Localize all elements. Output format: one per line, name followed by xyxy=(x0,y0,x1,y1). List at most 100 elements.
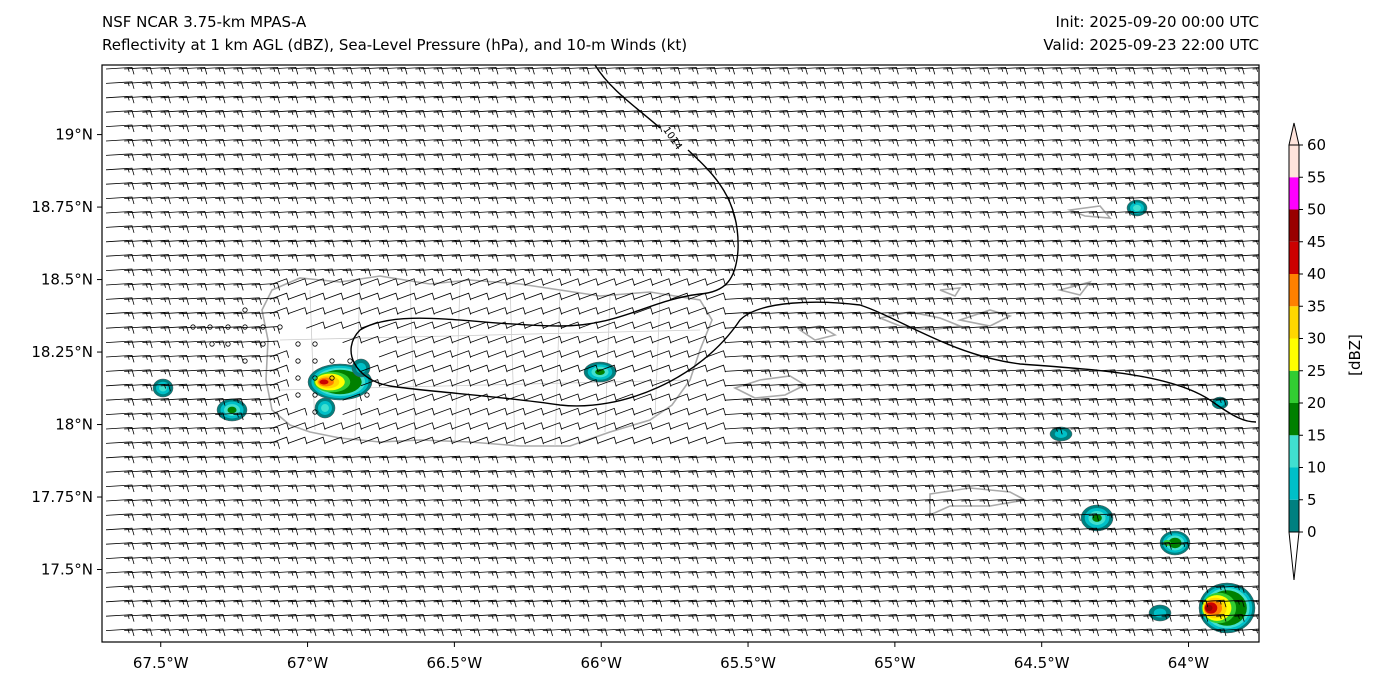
wind-barb xyxy=(488,436,508,445)
wind-barb xyxy=(378,335,399,344)
wind-barb xyxy=(1016,643,1044,650)
colorbar-segment xyxy=(1289,499,1299,532)
wind-barb xyxy=(451,364,472,373)
wind-barb xyxy=(524,422,544,430)
wind-barb xyxy=(1143,643,1171,650)
wind-barb xyxy=(706,278,726,286)
wind-barb xyxy=(378,292,399,301)
wind-barb xyxy=(651,407,672,416)
wind-barb xyxy=(306,422,326,430)
wind-barb xyxy=(597,292,617,301)
wind-barb xyxy=(579,393,599,402)
wind-barb xyxy=(360,335,381,344)
wind-barb xyxy=(433,407,453,416)
wind-barb xyxy=(415,364,435,373)
wind-barb xyxy=(560,292,581,301)
wind-barb xyxy=(524,436,544,445)
wind-barb xyxy=(1125,643,1153,650)
wind-barb xyxy=(579,422,599,430)
wind-barb xyxy=(907,643,935,650)
wind-barb xyxy=(433,393,453,402)
wind-barb xyxy=(560,393,581,402)
wind-barb xyxy=(579,436,599,445)
wind-barb xyxy=(451,278,472,286)
wind-barb xyxy=(542,379,563,387)
wind-barb xyxy=(524,350,544,358)
colorbar-tick-label: 0 xyxy=(1307,523,1317,541)
wind-barb xyxy=(415,278,435,286)
wind-barb xyxy=(579,379,599,387)
wind-barb xyxy=(1216,643,1244,650)
wind-barb xyxy=(488,321,508,330)
wind-barb xyxy=(1052,643,1080,650)
wind-barb xyxy=(615,436,635,445)
lon-tick-label: 65.5°W xyxy=(720,654,776,672)
wind-barb xyxy=(360,422,381,430)
wind-barb xyxy=(688,321,708,330)
wind-barb xyxy=(542,364,563,373)
wind-barb xyxy=(251,426,280,435)
wind-barb xyxy=(560,407,581,416)
wind-barb xyxy=(542,436,563,445)
wind-barb xyxy=(943,643,971,650)
wind-barb xyxy=(524,278,544,286)
wind-barb xyxy=(433,436,453,445)
colorbar-tick-label: 20 xyxy=(1307,394,1326,412)
map-title: NSF NCAR 3.75-km MPAS-A xyxy=(102,13,307,31)
wind-barb xyxy=(415,292,435,301)
wind-barb xyxy=(379,643,407,650)
colorbar-segment xyxy=(1289,177,1299,210)
wind-barb xyxy=(542,407,563,416)
wind-barb xyxy=(360,292,381,301)
wind-barb xyxy=(415,436,435,445)
wind-barb xyxy=(270,643,298,650)
lon-tick-label: 67°W xyxy=(287,654,329,672)
wind-barb xyxy=(633,364,654,373)
wind-barb xyxy=(1034,643,1062,650)
wind-barb xyxy=(834,643,862,650)
wind-barb xyxy=(688,393,708,402)
wind-barb xyxy=(506,379,526,387)
wind-barb xyxy=(433,422,453,430)
colorbar-tick-label: 5 xyxy=(1307,491,1317,509)
wind-barb xyxy=(378,278,399,286)
wind-barb xyxy=(342,292,362,301)
wind-barb xyxy=(560,422,581,430)
reflectivity-cell xyxy=(1054,430,1068,438)
wind-barb xyxy=(560,350,581,358)
wind-barb xyxy=(342,321,362,330)
wind-barb xyxy=(452,643,480,650)
colorbar-segment xyxy=(1289,338,1299,371)
wind-barb xyxy=(579,307,599,315)
wind-barb xyxy=(633,321,654,330)
wind-barb xyxy=(469,350,490,358)
wind-barb xyxy=(706,407,726,416)
wind-barb xyxy=(597,321,617,330)
wind-barb xyxy=(197,643,225,650)
wind-barb xyxy=(306,436,326,445)
reflectivity-cell xyxy=(1092,514,1102,522)
colorbar-segment xyxy=(1289,145,1299,178)
wind-barb xyxy=(488,379,508,387)
wind-barb xyxy=(378,393,399,402)
wind-barb xyxy=(506,643,534,650)
wind-barb xyxy=(633,422,654,430)
wind-barb xyxy=(360,364,381,373)
colorbar-tick-label: 50 xyxy=(1307,201,1326,219)
wind-barb xyxy=(378,350,399,358)
wind-barb xyxy=(998,643,1026,650)
colorbar-extend-max xyxy=(1288,122,1300,146)
wind-barb xyxy=(451,407,472,416)
wind-barb xyxy=(524,393,544,402)
wind-barb xyxy=(433,379,453,387)
colorbar-tick-label: 35 xyxy=(1307,297,1326,315)
wind-barb xyxy=(706,350,726,358)
wind-barb xyxy=(488,350,508,358)
wind-barb xyxy=(652,643,680,650)
lat-tick-label: 19°N xyxy=(55,126,93,144)
wind-barb xyxy=(415,393,435,402)
wind-barb xyxy=(761,643,789,650)
wind-barb xyxy=(889,643,917,650)
wind-barb xyxy=(324,422,344,430)
